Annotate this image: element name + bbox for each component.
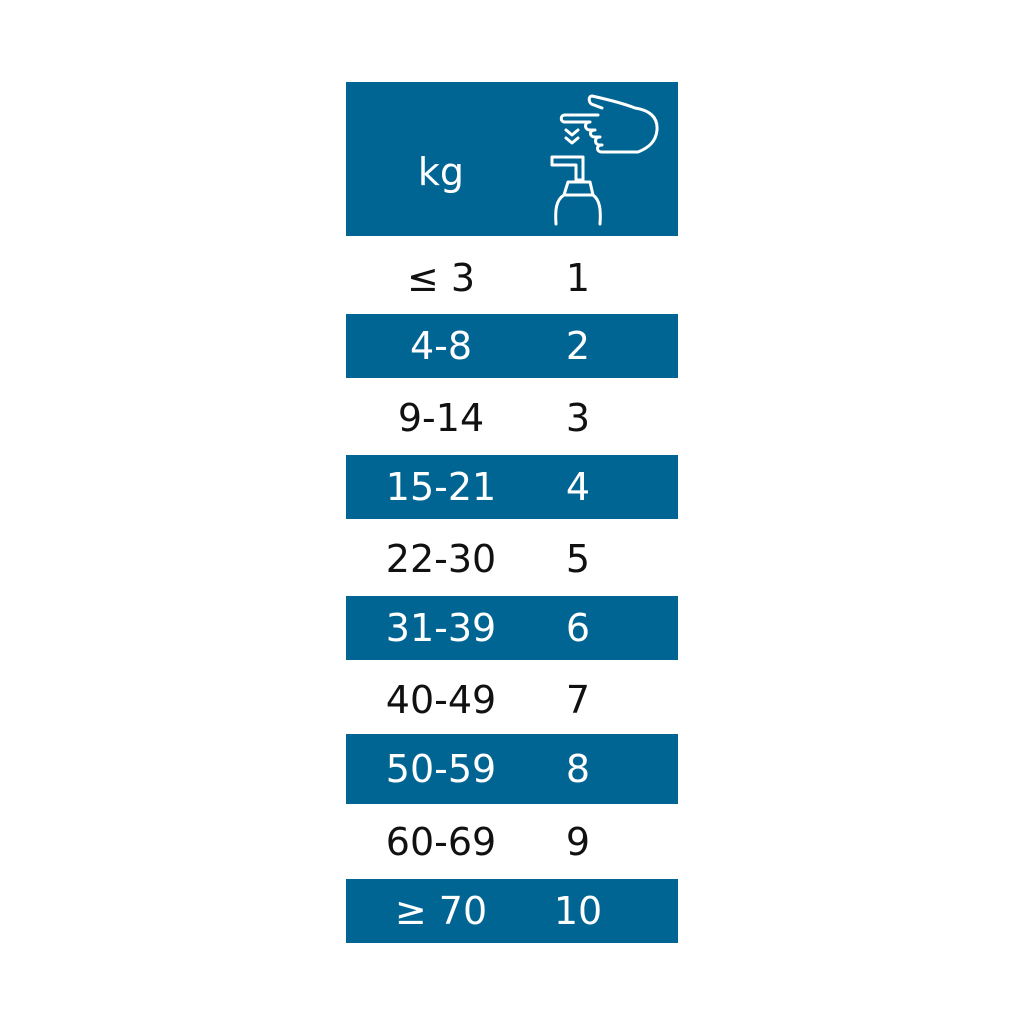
pumps-cell: 10 bbox=[553, 889, 603, 933]
pumps-cell: 3 bbox=[565, 396, 591, 440]
pumps-cell: 8 bbox=[565, 747, 591, 791]
table-row: 15-21 4 bbox=[346, 455, 678, 519]
weight-cell: 22-30 bbox=[385, 537, 497, 581]
hand-pressing-pump-icon bbox=[550, 94, 659, 226]
weight-cell: 9-14 bbox=[397, 396, 485, 440]
weight-cell: 60-69 bbox=[385, 820, 497, 864]
weight-cell: 31-39 bbox=[385, 606, 497, 650]
table-row: ≥ 70 10 bbox=[346, 879, 678, 943]
table-row: ≤ 3 1 bbox=[346, 246, 678, 310]
pumps-cell: 6 bbox=[565, 606, 591, 650]
weight-cell: 4-8 bbox=[409, 324, 473, 368]
table-row: 31-39 6 bbox=[346, 596, 678, 660]
table-row: 4-8 2 bbox=[346, 314, 678, 378]
table-row: 40-49 7 bbox=[346, 668, 678, 732]
weight-cell: 15-21 bbox=[385, 465, 497, 509]
table-row: 9-14 3 bbox=[346, 386, 678, 450]
table-row: 22-30 5 bbox=[346, 527, 678, 591]
table-row: 50-59 8 bbox=[346, 734, 678, 804]
pumps-cell: 7 bbox=[565, 678, 591, 722]
weight-cell: ≥ 70 bbox=[394, 889, 488, 933]
weight-cell: 40-49 bbox=[385, 678, 497, 722]
pumps-cell: 4 bbox=[565, 465, 591, 509]
pumps-cell: 5 bbox=[565, 537, 591, 581]
weight-cell: ≤ 3 bbox=[406, 256, 476, 300]
table-header: kg bbox=[346, 82, 678, 236]
weight-column-header: kg bbox=[417, 150, 465, 194]
dosage-table: kg ≤ 3 1 4-8 2 9-14 3 15-21 4 22-30 5 31-39 6 40-49 7… bbox=[346, 82, 678, 943]
table-row: 60-69 9 bbox=[346, 810, 678, 874]
pumps-cell: 1 bbox=[565, 256, 591, 300]
weight-cell: 50-59 bbox=[385, 747, 497, 791]
pumps-cell: 9 bbox=[565, 820, 591, 864]
pumps-cell: 2 bbox=[565, 324, 591, 368]
